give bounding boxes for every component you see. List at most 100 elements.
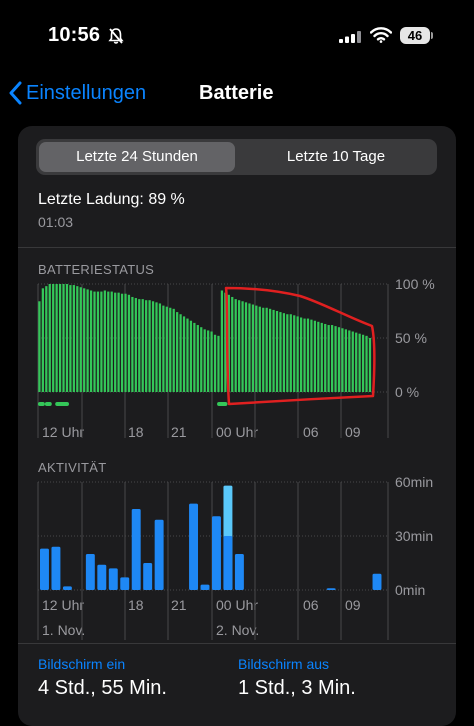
battery-x-tick: 21 [171,424,187,440]
battery-level-bar [217,335,220,392]
charging-marker [38,402,45,406]
tab-last-24-hours[interactable]: Letzte 24 Stunden [39,142,235,172]
battery-y-tick: 0 % [395,384,420,400]
battery-level-bar [151,301,155,392]
screen-on-bar [97,564,107,590]
battery-level-bar [176,312,179,392]
battery-level-bar [134,298,137,392]
battery-level-bar [337,327,341,392]
battery-level-bar [69,285,72,392]
screen-on-bar [120,577,130,590]
screen-off-title: Bildschirm aus [238,656,330,672]
battery-level-bar [83,288,86,392]
battery-level-bar [282,313,286,392]
screen-on-bar [223,536,233,590]
battery-level-bar [124,293,127,392]
battery-level-bar [62,284,65,392]
battery-nub [431,32,433,39]
battery-status-title: BATTERIESTATUS [38,262,155,277]
screen-off-value: 1 Std., 3 Min. [238,677,356,699]
battery-level-bar [213,334,217,392]
battery-level-bar [103,290,106,392]
battery-level-bar [169,307,172,392]
activity-y-tick: 60min [395,474,434,490]
battery-level-bar [255,305,258,392]
screen-on-title: Bildschirm ein [38,656,126,672]
battery-level-bar [234,299,237,392]
last-charge-time: 01:03 [38,214,74,230]
activity-x-tick: 18 [128,597,144,613]
status-time: 10:56 [48,24,101,46]
red-annotation-outline [224,286,376,406]
battery-level-bar [86,289,89,392]
battery-level-bar [48,284,51,392]
screen-on-bar [154,519,164,590]
charging-marker [44,402,52,406]
battery-level-bar [196,325,199,392]
battery-level-bar [193,322,196,392]
battery-level-bar [334,326,337,392]
charging-marker [220,402,228,406]
battery-level-bar [289,314,292,392]
bell-muted-icon [108,27,124,50]
activity-x-tick: 09 [345,597,361,613]
activity-y-tick: 0min [395,582,426,598]
screen-on-bar [85,554,95,590]
screen-on-bar [51,546,61,590]
battery-x-tick: 18 [128,424,144,440]
battery-level-bar [79,287,82,392]
battery-level-bar [241,301,244,392]
battery-level-bar [186,318,189,392]
battery-level-bar [58,284,62,392]
battery-level-bar [286,314,289,392]
battery-level-bar [55,284,58,392]
activity-title: AKTIVITÄT [38,460,107,475]
battery-level-bar [41,288,44,392]
chevron-left-icon [9,81,22,105]
battery-level-bar [138,299,141,392]
screen-on-bar [234,554,244,590]
battery-level-bar [158,303,162,392]
navigation-bar: Einstellungen Batterie [0,70,474,116]
screen-on-bar [143,563,153,590]
page-title: Batterie [199,82,274,104]
battery-level-bar [365,335,368,392]
battery-level-bar [251,304,255,392]
back-button[interactable]: Einstellungen [8,76,146,110]
battery-level-bar [148,300,151,392]
cellular-signal-icon [339,30,361,48]
battery-level-bar [110,291,113,392]
period-segmented-control: Letzte 24 Stunden Letzte 10 Tage [36,139,437,175]
battery-level-bar [145,300,148,392]
screen-on-bar [200,584,210,590]
battery-level-bar [117,292,120,392]
battery-level-bar [248,303,251,392]
screen-on-bar [131,509,141,590]
screen-on-bar [372,573,382,590]
divider [18,247,456,248]
battery-level-bar [224,292,227,392]
battery-y-tick: 100 % [395,276,435,292]
battery-level-bar [296,316,299,392]
tab-last-10-days[interactable]: Letzte 10 Tage [286,148,386,165]
last-charge-label: Letzte Ladung: 89 % [38,191,185,208]
status-bar: 10:56 46 [0,0,474,70]
battery-level-bar [327,325,330,392]
battery-level-bar [358,333,361,392]
battery-x-tick: 09 [345,424,361,440]
battery-level-bar [200,327,203,392]
battery-level-bar [368,338,372,392]
battery-level-bar [182,316,186,392]
battery-level-bar [313,320,317,392]
battery-level-bar [265,307,268,392]
battery-level-bar [72,285,75,392]
battery-level-bar [348,330,351,392]
battery-level-bar [275,311,279,392]
battery-level-bar [189,320,193,392]
battery-level-bar [279,312,282,392]
battery-level-bar [120,293,124,392]
battery-level-bar [76,286,79,392]
charging-marker [62,402,69,406]
battery-level-bar [306,318,310,392]
